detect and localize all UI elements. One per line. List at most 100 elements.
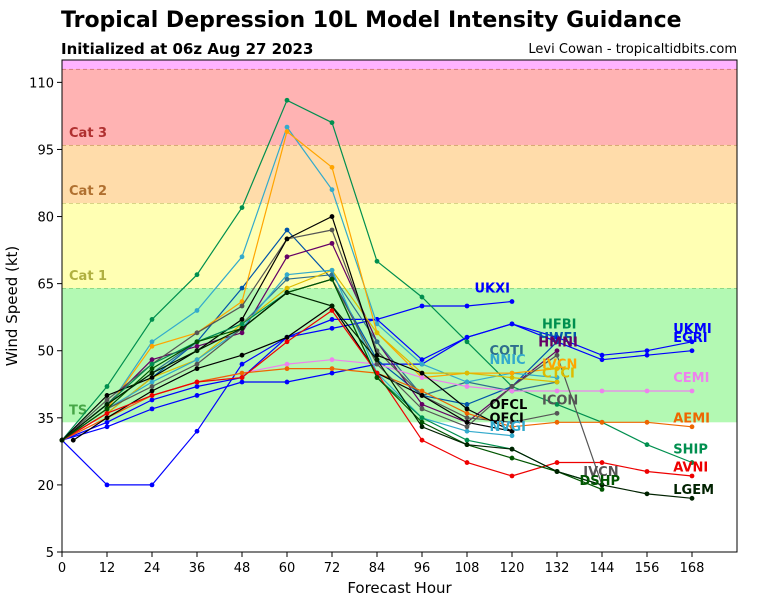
- series-point: [554, 366, 560, 372]
- series-point: [599, 352, 605, 358]
- series-label: AVNI: [673, 460, 708, 475]
- series-label: LGEM: [673, 483, 714, 498]
- series-point: [149, 406, 155, 412]
- series-point: [419, 415, 425, 421]
- series-point: [239, 370, 245, 376]
- series-point: [329, 325, 335, 331]
- x-tick-label: 12: [99, 561, 116, 576]
- series-point: [104, 482, 110, 488]
- series-label: HMNI: [538, 335, 578, 350]
- series-point: [419, 294, 425, 300]
- series-point: [149, 343, 155, 349]
- series-point: [554, 379, 560, 385]
- series-point: [419, 406, 425, 412]
- series-point: [329, 187, 335, 193]
- series-point: [239, 321, 245, 327]
- series-label: AEMI: [673, 411, 710, 426]
- series-point: [374, 352, 380, 358]
- series-point: [419, 375, 425, 380]
- series-point: [284, 272, 290, 278]
- category-label: TS: [69, 403, 87, 418]
- series-point: [509, 473, 515, 479]
- series-point: [194, 343, 200, 349]
- series-point: [374, 321, 380, 327]
- series-label: UKXI: [475, 282, 511, 297]
- series-point: [464, 428, 470, 434]
- series-point: [104, 402, 110, 407]
- category-label: Cat 1: [69, 269, 107, 284]
- series-label: UKMI: [673, 322, 711, 337]
- series-label: IVCN: [583, 465, 618, 480]
- series-point: [284, 227, 290, 233]
- series-point: [284, 379, 290, 385]
- series-point: [419, 370, 425, 376]
- series-point: [239, 375, 245, 380]
- series-label: HFBI: [542, 317, 577, 332]
- series-point: [329, 366, 335, 372]
- series-point: [554, 469, 560, 474]
- series-label: SHIP: [673, 443, 708, 458]
- series-point: [284, 129, 290, 134]
- series-point: [599, 482, 605, 488]
- category-band: [62, 144, 737, 204]
- series-point: [149, 317, 155, 322]
- series-point: [464, 334, 470, 340]
- series-point: [554, 334, 560, 340]
- x-tick-label: 60: [279, 561, 296, 576]
- y-tick-label: 80: [37, 211, 54, 226]
- series-point: [149, 482, 155, 488]
- series-point: [374, 258, 380, 264]
- series-label: NNIC: [490, 353, 526, 368]
- series-point: [239, 285, 245, 291]
- series-point: [239, 254, 245, 260]
- series-point: [374, 361, 380, 367]
- series-point: [239, 303, 245, 309]
- x-tick-label: 132: [545, 561, 570, 576]
- series-point: [554, 375, 560, 380]
- series-label: OFCI: [490, 411, 524, 426]
- series-point: [70, 437, 76, 443]
- series-point: [509, 428, 515, 434]
- series-point: [284, 339, 290, 345]
- series-point: [509, 433, 515, 439]
- x-tick-label: 144: [590, 561, 615, 576]
- series-point: [644, 469, 650, 474]
- series-point: [104, 397, 110, 403]
- series-point: [284, 361, 290, 367]
- series-point: [509, 446, 515, 452]
- series-point: [599, 388, 605, 394]
- series-point: [464, 339, 470, 345]
- series-point: [689, 348, 695, 354]
- series-point: [374, 339, 380, 345]
- series-point: [689, 460, 695, 465]
- series-point: [419, 388, 425, 394]
- series-point: [149, 339, 155, 345]
- x-tick-label: 120: [500, 561, 525, 576]
- series-point: [104, 415, 110, 421]
- x-tick-label: 108: [455, 561, 480, 576]
- category-label: Cat 3: [69, 126, 107, 141]
- series-point: [329, 357, 335, 363]
- series-point: [554, 388, 560, 394]
- series-point: [194, 393, 200, 398]
- series-point: [419, 393, 425, 398]
- series-point: [374, 375, 380, 380]
- series-point: [464, 460, 470, 465]
- series-label: OFCL: [490, 398, 528, 413]
- series-point: [329, 267, 335, 273]
- series-point: [239, 330, 245, 336]
- series-point: [149, 384, 155, 389]
- series-point: [464, 410, 470, 416]
- series-label: NVGI: [490, 420, 526, 435]
- y-tick-label: 20: [37, 479, 54, 494]
- series-point: [464, 402, 470, 407]
- series-point: [464, 303, 470, 309]
- series-point: [464, 370, 470, 376]
- series-point: [554, 348, 560, 354]
- series-point: [509, 370, 515, 376]
- series-point: [464, 406, 470, 412]
- chart-title: Tropical Depression 10L Model Intensity …: [61, 8, 682, 33]
- series-point: [554, 410, 560, 416]
- series-point: [644, 388, 650, 394]
- series-point: [239, 361, 245, 367]
